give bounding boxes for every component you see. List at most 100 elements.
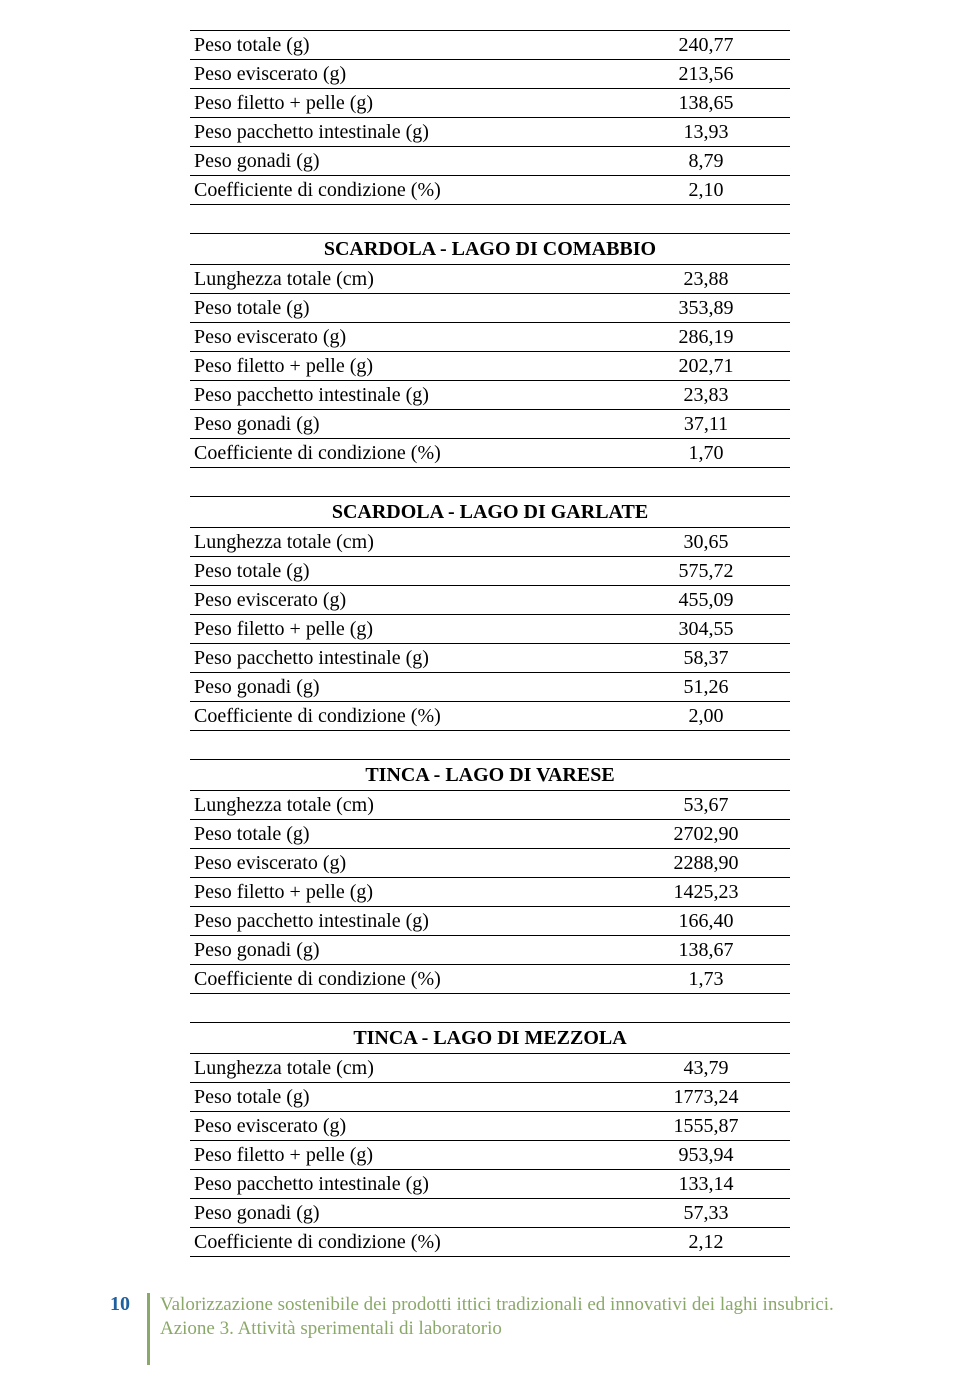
row-value: 138,67 (622, 936, 790, 965)
row-value: 2702,90 (622, 820, 790, 849)
row-value: 286,19 (622, 323, 790, 352)
row-value: 37,11 (622, 410, 790, 439)
row-value: 8,79 (622, 147, 790, 176)
row-value: 13,93 (622, 118, 790, 147)
table-row: Coefficiente di condizione (%)2,00 (190, 702, 790, 731)
table-row: Peso filetto + pelle (g)953,94 (190, 1141, 790, 1170)
row-label: Lunghezza totale (cm) (190, 265, 622, 294)
row-label: Peso pacchetto intestinale (g) (190, 381, 622, 410)
row-label: Peso filetto + pelle (g) (190, 352, 622, 381)
row-value: 138,65 (622, 89, 790, 118)
row-label: Peso pacchetto intestinale (g) (190, 118, 622, 147)
row-label: Coefficiente di condizione (%) (190, 176, 622, 205)
row-label: Coefficiente di condizione (%) (190, 965, 622, 994)
table-row: Peso filetto + pelle (g)202,71 (190, 352, 790, 381)
row-value: 213,56 (622, 60, 790, 89)
table-title: TINCA - LAGO DI VARESE (190, 760, 790, 791)
table-row: Peso gonadi (g)8,79 (190, 147, 790, 176)
table-title: SCARDOLA - LAGO DI COMABBIO (190, 234, 790, 265)
table-row: Peso pacchetto intestinale (g)133,14 (190, 1170, 790, 1199)
row-label: Coefficiente di condizione (%) (190, 439, 622, 468)
row-label: Peso gonadi (g) (190, 147, 622, 176)
row-value: 23,88 (622, 265, 790, 294)
row-value: 1425,23 (622, 878, 790, 907)
data-table: TINCA - LAGO DI VARESELunghezza totale (… (190, 759, 790, 994)
table-row: Peso pacchetto intestinale (g)23,83 (190, 381, 790, 410)
row-value: 304,55 (622, 615, 790, 644)
row-label: Peso totale (g) (190, 31, 622, 60)
footer-text: Valorizzazione sostenibile dei prodotti … (150, 1293, 834, 1341)
table-title: TINCA - LAGO DI MEZZOLA (190, 1023, 790, 1054)
row-label: Peso gonadi (g) (190, 1199, 622, 1228)
table-row: Peso filetto + pelle (g)1425,23 (190, 878, 790, 907)
row-label: Peso pacchetto intestinale (g) (190, 1170, 622, 1199)
row-label: Coefficiente di condizione (%) (190, 1228, 622, 1257)
table-row: Peso totale (g)2702,90 (190, 820, 790, 849)
row-label: Peso eviscerato (g) (190, 60, 622, 89)
table-row: Peso totale (g)240,77 (190, 31, 790, 60)
data-table: Peso totale (g)240,77Peso eviscerato (g)… (190, 30, 790, 205)
row-value: 953,94 (622, 1141, 790, 1170)
row-value: 133,14 (622, 1170, 790, 1199)
row-value: 1555,87 (622, 1112, 790, 1141)
data-table: TINCA - LAGO DI MEZZOLALunghezza totale … (190, 1022, 790, 1257)
table-row: Peso totale (g)1773,24 (190, 1083, 790, 1112)
table-row: Coefficiente di condizione (%)2,10 (190, 176, 790, 205)
table-row: Peso gonadi (g)51,26 (190, 673, 790, 702)
table-row: Peso eviscerato (g)213,56 (190, 60, 790, 89)
table-row: Peso pacchetto intestinale (g)13,93 (190, 118, 790, 147)
row-label: Peso totale (g) (190, 1083, 622, 1112)
row-label: Peso totale (g) (190, 820, 622, 849)
row-label: Lunghezza totale (cm) (190, 791, 622, 820)
row-value: 2288,90 (622, 849, 790, 878)
tables-container: Peso totale (g)240,77Peso eviscerato (g)… (140, 30, 840, 1257)
table-row: Peso filetto + pelle (g)138,65 (190, 89, 790, 118)
row-value: 353,89 (622, 294, 790, 323)
table-row: Peso eviscerato (g)455,09 (190, 586, 790, 615)
row-value: 2,12 (622, 1228, 790, 1257)
row-label: Peso gonadi (g) (190, 410, 622, 439)
table-row: Lunghezza totale (cm)30,65 (190, 528, 790, 557)
row-value: 575,72 (622, 557, 790, 586)
row-label: Peso totale (g) (190, 294, 622, 323)
row-value: 2,00 (622, 702, 790, 731)
row-label: Peso pacchetto intestinale (g) (190, 907, 622, 936)
row-value: 23,83 (622, 381, 790, 410)
table-row: Peso gonadi (g)57,33 (190, 1199, 790, 1228)
table-row: Peso eviscerato (g)286,19 (190, 323, 790, 352)
row-label: Peso filetto + pelle (g) (190, 89, 622, 118)
table-row: Lunghezza totale (cm)43,79 (190, 1054, 790, 1083)
data-table: SCARDOLA - LAGO DI COMABBIOLunghezza tot… (190, 233, 790, 468)
row-label: Peso eviscerato (g) (190, 586, 622, 615)
row-value: 57,33 (622, 1199, 790, 1228)
table-row: Peso pacchetto intestinale (g)166,40 (190, 907, 790, 936)
row-value: 58,37 (622, 644, 790, 673)
row-value: 202,71 (622, 352, 790, 381)
row-value: 30,65 (622, 528, 790, 557)
table-row: Peso totale (g)353,89 (190, 294, 790, 323)
table-row: Peso totale (g)575,72 (190, 557, 790, 586)
table-row: Peso eviscerato (g)1555,87 (190, 1112, 790, 1141)
table-row: Coefficiente di condizione (%)1,70 (190, 439, 790, 468)
page-footer: 10 Valorizzazione sostenibile dei prodot… (110, 1293, 860, 1365)
footer-line2: Azione 3. Attività sperimentali di labor… (160, 1318, 502, 1339)
page-number: 10 (110, 1293, 150, 1365)
row-value: 1773,24 (622, 1083, 790, 1112)
row-value: 51,26 (622, 673, 790, 702)
table-row: Peso gonadi (g)37,11 (190, 410, 790, 439)
row-label: Lunghezza totale (cm) (190, 1054, 622, 1083)
row-label: Peso filetto + pelle (g) (190, 1141, 622, 1170)
row-value: 455,09 (622, 586, 790, 615)
table-row: Peso eviscerato (g)2288,90 (190, 849, 790, 878)
row-label: Peso gonadi (g) (190, 673, 622, 702)
table-title: SCARDOLA - LAGO DI GARLATE (190, 497, 790, 528)
footer-line1: Valorizzazione sostenibile dei prodotti … (160, 1294, 834, 1315)
row-value: 53,67 (622, 791, 790, 820)
row-label: Lunghezza totale (cm) (190, 528, 622, 557)
row-value: 166,40 (622, 907, 790, 936)
table-row: Lunghezza totale (cm)23,88 (190, 265, 790, 294)
table-row: Peso filetto + pelle (g)304,55 (190, 615, 790, 644)
row-label: Peso eviscerato (g) (190, 323, 622, 352)
table-row: Coefficiente di condizione (%)2,12 (190, 1228, 790, 1257)
table-row: Peso gonadi (g)138,67 (190, 936, 790, 965)
